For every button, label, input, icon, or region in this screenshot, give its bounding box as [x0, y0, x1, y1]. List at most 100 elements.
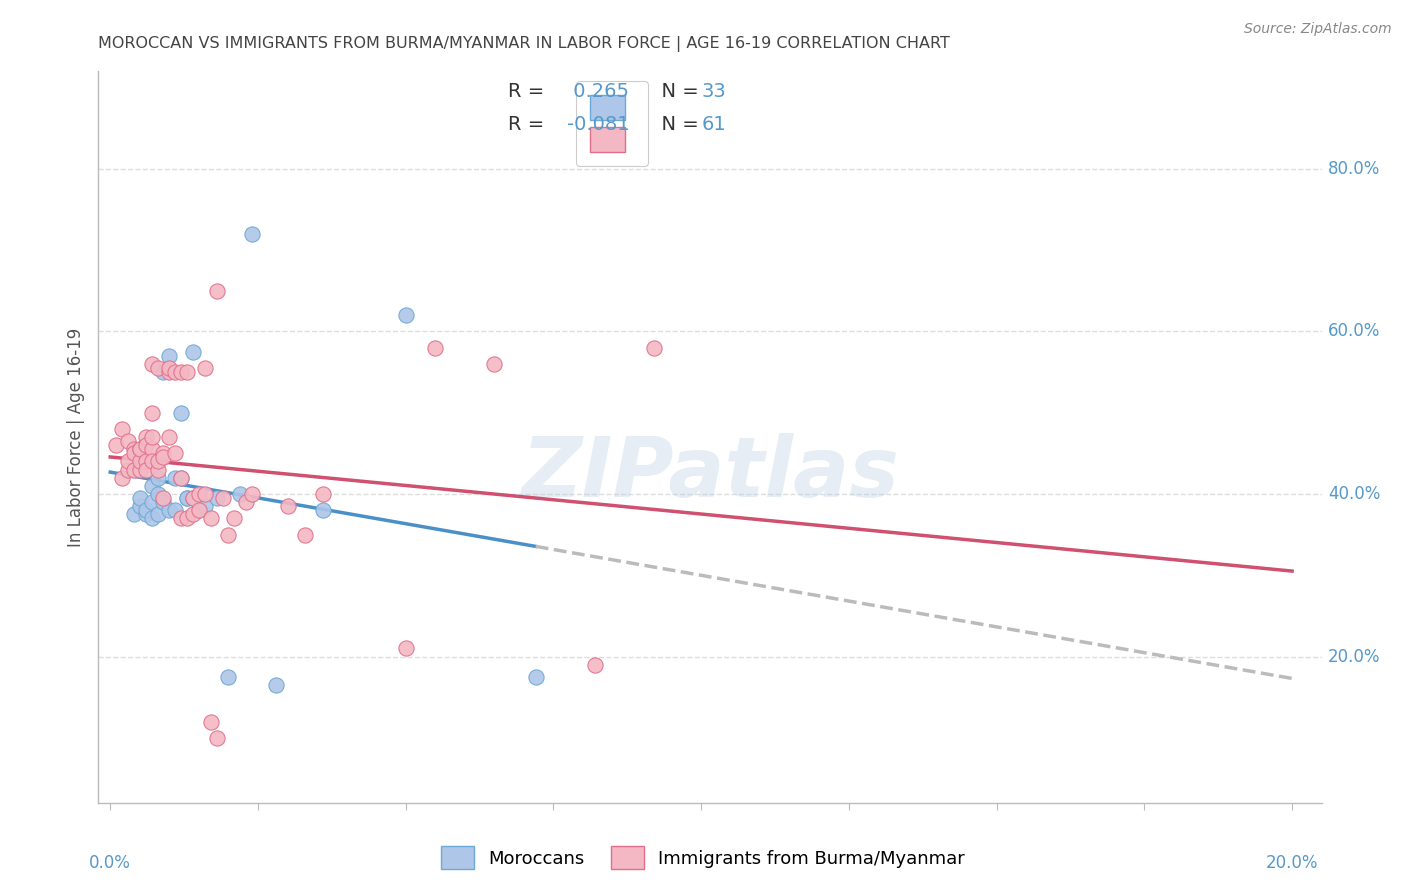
Text: 20.0%: 20.0% [1265, 854, 1319, 872]
Point [122, 462, 145, 476]
Point [211, 491, 233, 505]
Point [205, 284, 228, 298]
Point [141, 357, 163, 371]
Point [165, 365, 187, 379]
Point [170, 406, 193, 420]
Point [312, 487, 335, 501]
Legend: Moroccans, Immigrants from Burma/Myanmar: Moroccans, Immigrants from Burma/Myanmar [432, 838, 974, 879]
Text: R =: R = [508, 81, 551, 101]
Point [264, 678, 287, 692]
Point [157, 503, 180, 517]
Point [294, 527, 316, 541]
Point [170, 365, 193, 379]
Point [224, 511, 246, 525]
Point [240, 487, 263, 501]
Point [111, 422, 134, 436]
Point [146, 462, 169, 476]
Point [152, 491, 174, 505]
Point [135, 503, 157, 517]
Point [200, 714, 222, 729]
Point [165, 471, 187, 485]
Point [122, 446, 145, 460]
Point [128, 499, 150, 513]
Point [117, 454, 139, 468]
Point [240, 227, 263, 241]
Point [181, 508, 204, 522]
Text: 60.0%: 60.0% [1327, 322, 1381, 341]
Point [524, 670, 547, 684]
Point [194, 499, 217, 513]
Point [187, 487, 209, 501]
Text: 0.265: 0.265 [567, 81, 628, 101]
Point [141, 495, 163, 509]
Point [176, 491, 198, 505]
Point [217, 670, 239, 684]
Point [117, 462, 139, 476]
Point [146, 471, 169, 485]
Text: N =: N = [648, 81, 704, 101]
Point [128, 491, 150, 505]
Point [181, 344, 204, 359]
Point [187, 503, 209, 517]
Point [135, 462, 157, 476]
Point [122, 442, 145, 457]
Point [128, 454, 150, 468]
Point [583, 657, 606, 672]
Text: N =: N = [648, 114, 704, 134]
Point [152, 365, 174, 379]
Point [146, 361, 169, 376]
Point [135, 508, 157, 522]
Point [141, 442, 163, 457]
Point [146, 454, 169, 468]
Text: 0.0%: 0.0% [90, 854, 131, 872]
Point [135, 438, 157, 452]
Text: 20.0%: 20.0% [1327, 648, 1381, 665]
Point [176, 511, 198, 525]
Point [157, 361, 180, 376]
Point [141, 430, 163, 444]
Point [165, 446, 187, 460]
Point [128, 462, 150, 476]
Point [146, 508, 169, 522]
Text: R =: R = [508, 114, 551, 134]
Point [176, 365, 198, 379]
Text: ZIPatlas: ZIPatlas [522, 434, 898, 514]
Point [395, 308, 418, 322]
Text: 33: 33 [702, 81, 727, 101]
Point [235, 495, 257, 509]
Text: 40.0%: 40.0% [1327, 485, 1381, 503]
Legend: , : , [576, 81, 648, 166]
Text: 61: 61 [702, 114, 727, 134]
Point [141, 406, 163, 420]
Point [117, 434, 139, 449]
Text: -0.081: -0.081 [567, 114, 630, 134]
Point [194, 361, 217, 376]
Point [135, 454, 157, 468]
Point [205, 491, 228, 505]
Point [643, 341, 665, 355]
Point [152, 450, 174, 465]
Point [205, 731, 228, 745]
Point [395, 641, 418, 656]
Point [170, 511, 193, 525]
Point [165, 503, 187, 517]
Point [152, 446, 174, 460]
Y-axis label: In Labor Force | Age 16-19: In Labor Force | Age 16-19 [66, 327, 84, 547]
Point [176, 491, 198, 505]
Point [181, 491, 204, 505]
Point [194, 487, 217, 501]
Point [128, 442, 150, 457]
Point [217, 527, 239, 541]
Point [122, 508, 145, 522]
Point [312, 503, 335, 517]
Point [484, 357, 506, 371]
Text: Source: ZipAtlas.com: Source: ZipAtlas.com [1244, 22, 1392, 37]
Point [157, 349, 180, 363]
Point [276, 499, 298, 513]
Point [141, 454, 163, 468]
Point [187, 503, 209, 517]
Point [229, 487, 252, 501]
Point [157, 430, 180, 444]
Point [157, 365, 180, 379]
Point [200, 511, 222, 525]
